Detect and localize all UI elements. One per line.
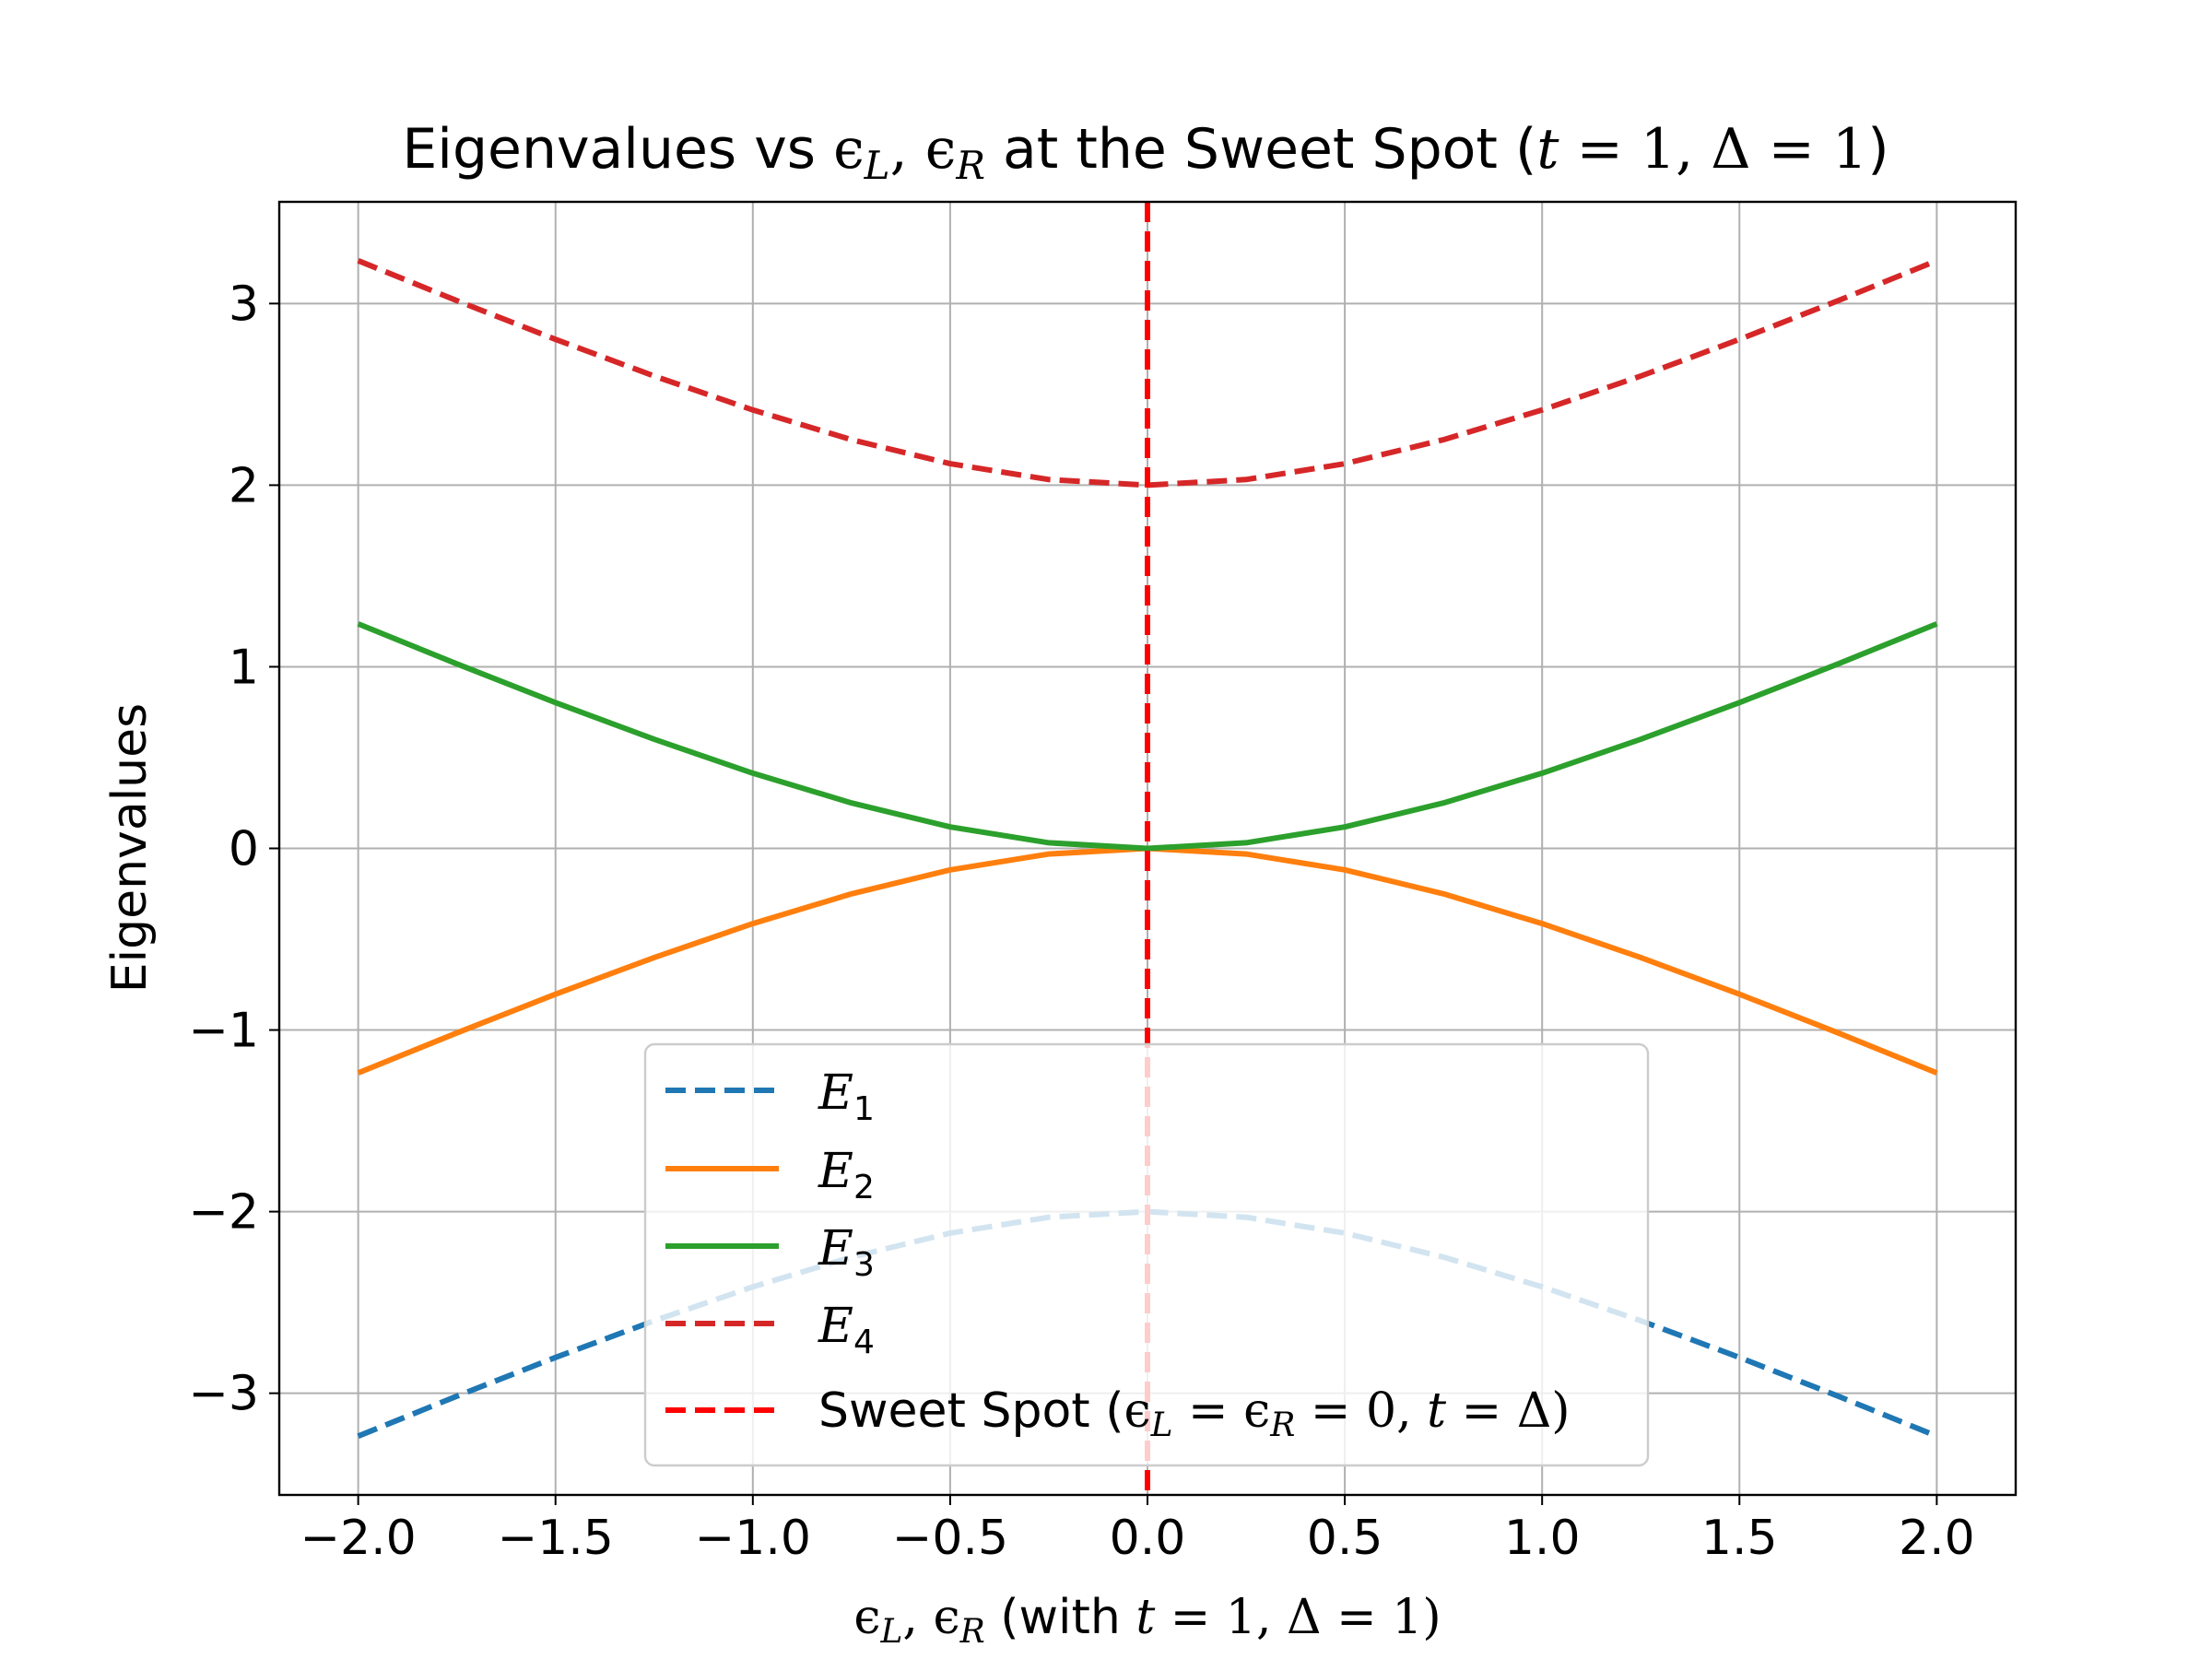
y-tick-label: 0 xyxy=(229,822,259,877)
x-tick-label: −1.0 xyxy=(695,1511,811,1566)
legend-label-e3: E3 xyxy=(818,1221,875,1284)
x-axis-label: ϵL, ϵR (with t = 1, Δ = 1) xyxy=(853,1590,1441,1651)
series-e4-line xyxy=(357,258,1938,488)
x-tick-label: 0.0 xyxy=(1110,1511,1186,1566)
legend-box xyxy=(643,1042,1650,1467)
y-tick-label: 2 xyxy=(229,458,259,513)
y-axis-ticks: −3 −2 −1 0 1 2 3 xyxy=(188,276,279,1422)
x-tick-label: −0.5 xyxy=(892,1511,1008,1566)
y-tick-label: 1 xyxy=(229,640,259,695)
x-tick-label: −2.0 xyxy=(300,1511,416,1566)
legend: E1 E2 E3 E4 Sweet Spot (ϵL = ϵR = 0, t =… xyxy=(643,1042,1650,1467)
legend-label-e4: E4 xyxy=(818,1299,875,1361)
x-axis-ticks: −2.0 −1.5 −1.0 −0.5 0.0 0.5 1.0 1.5 2.0 xyxy=(300,1495,1975,1566)
legend-handles xyxy=(665,1088,779,1413)
y-tick-label: −3 xyxy=(188,1367,259,1422)
legend-label-sweet-spot: Sweet Spot (ϵL = ϵR = 0, t = Δ) xyxy=(818,1383,1571,1444)
x-tick-label: 2.0 xyxy=(1899,1511,1975,1566)
chart-title: Eigenvalues vs ϵL, ϵR at the Sweet Spot … xyxy=(402,117,1888,188)
y-tick-label: −2 xyxy=(188,1185,259,1241)
y-tick-label: 3 xyxy=(229,276,259,332)
y-tick-label: −1 xyxy=(188,1004,259,1059)
series-e1-line xyxy=(357,1208,1938,1439)
legend-label-e1: E1 xyxy=(818,1065,875,1128)
y-axis-label: Eigenvalues xyxy=(102,703,158,993)
x-tick-label: 0.5 xyxy=(1307,1511,1383,1566)
series-e3-line xyxy=(357,621,1938,852)
x-tick-label: 1.0 xyxy=(1504,1511,1581,1566)
legend-label-e2: E2 xyxy=(818,1144,875,1206)
x-tick-label: 1.5 xyxy=(1701,1511,1778,1566)
x-tick-label: −1.5 xyxy=(498,1511,614,1566)
